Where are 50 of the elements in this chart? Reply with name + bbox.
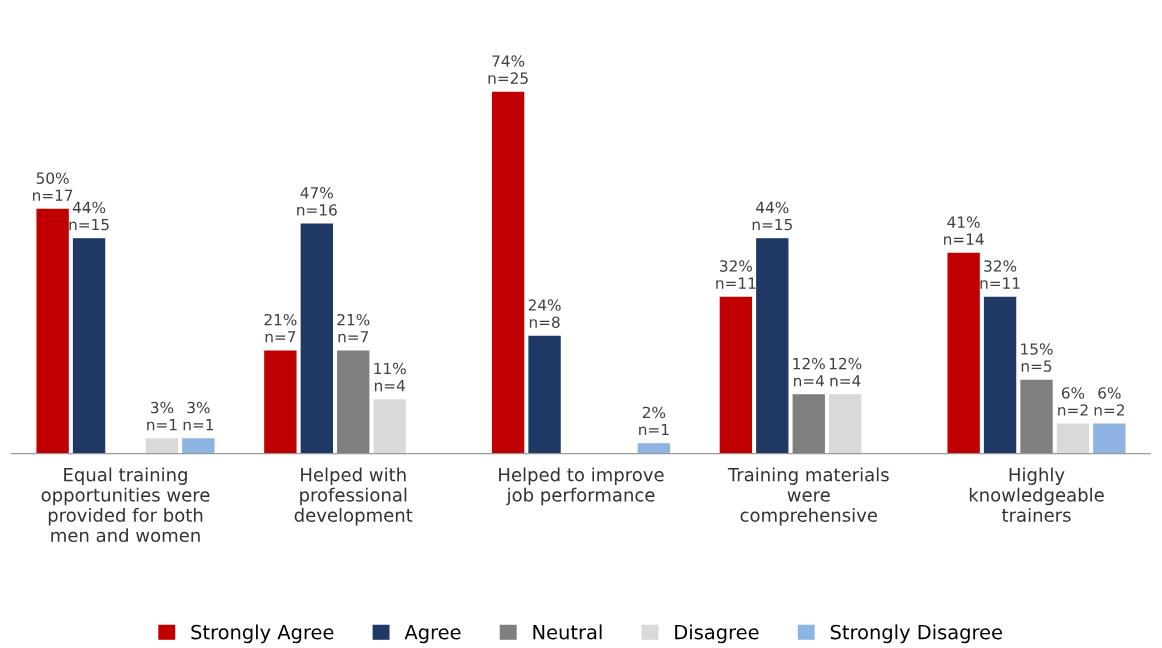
- bar: [792, 394, 825, 454]
- data-label: 44% n=15: [752, 201, 792, 231]
- bar: [528, 335, 561, 454]
- bar: [300, 223, 333, 454]
- x-tick-label: Equal training opportunities were provided for both men and women: [41, 467, 210, 543]
- bar: [145, 438, 179, 454]
- data-label: 12% n=4: [793, 357, 825, 387]
- data-label: 2% n=1: [639, 406, 669, 436]
- bar: [947, 252, 980, 454]
- data-label: 11% n=4: [374, 362, 406, 392]
- data-label: 21% n=7: [337, 313, 370, 343]
- bar: [1020, 379, 1053, 454]
- x-tick-label: Training materials were comprehensive: [727, 467, 889, 526]
- x-tick-label: Helped with professional development: [294, 467, 413, 526]
- data-label: 12% n=4: [829, 357, 862, 387]
- legend-label: Strongly Disagree: [830, 624, 1002, 644]
- bar: [756, 238, 789, 454]
- bar: [36, 208, 69, 454]
- legend-label: Agree: [404, 624, 461, 644]
- bar: [1093, 423, 1126, 454]
- bar: [337, 350, 370, 454]
- bar: [719, 296, 753, 454]
- bar: [264, 350, 297, 454]
- data-label: 32% n=11: [980, 260, 1020, 289]
- data-label: 21% n=7: [264, 313, 297, 343]
- bar: [72, 238, 106, 454]
- data-label: 47% n=16: [297, 187, 337, 216]
- data-label: 3% n=1: [147, 401, 177, 431]
- bar: [637, 443, 671, 454]
- bar: [491, 91, 525, 454]
- data-label: 6% n=2: [1058, 387, 1088, 416]
- data-label: 15% n=5: [1021, 343, 1053, 372]
- legend-label: Disagree: [675, 624, 759, 644]
- bar: [983, 296, 1017, 454]
- data-label: 50% n=17: [33, 172, 73, 201]
- x-tick-label: Helped to improve job performance: [499, 467, 664, 506]
- data-label: 24% n=8: [528, 299, 561, 328]
- data-label: 41% n=14: [944, 216, 984, 245]
- bar: [182, 438, 215, 454]
- data-label: 3% n=1: [183, 401, 214, 431]
- data-label: 6% n=2: [1094, 387, 1124, 416]
- legend-label: Strongly Agree: [191, 624, 334, 644]
- bar: [829, 394, 862, 454]
- data-label: 74% n=25: [488, 55, 528, 84]
- bar: [373, 399, 406, 454]
- legend-label: Neutral: [533, 624, 602, 640]
- data-label: 32% n=11: [716, 260, 756, 289]
- data-label: 44% n=15: [69, 201, 109, 231]
- x-tick-label: Highly knowledgeable trainers: [969, 467, 1104, 522]
- bar: [1056, 423, 1090, 454]
